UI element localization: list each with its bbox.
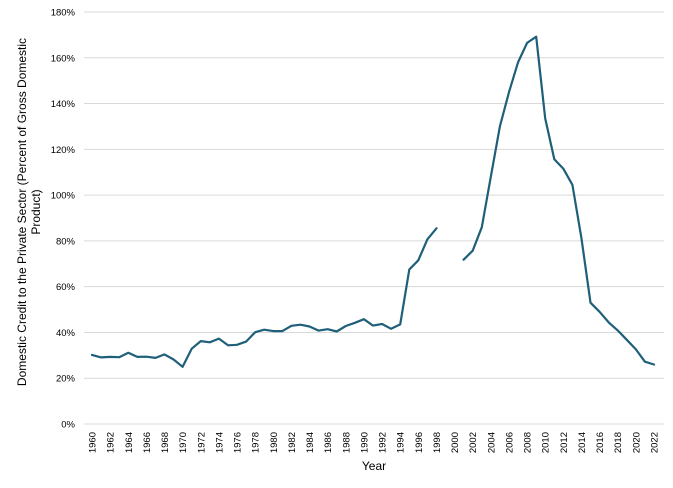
x-axis-ticks: 1960 1962 1964 1966 1968 1970 1972 1974 1976 1978… [88, 432, 661, 453]
x-tick-label: 2004 [486, 432, 497, 453]
x-tick-label: 1976 [233, 432, 244, 453]
series-line-segment [90, 227, 438, 368]
y-tick-label: 100% [51, 191, 76, 202]
y-tick-label: 160% [51, 53, 76, 64]
x-tick-label: 2002 [468, 432, 479, 453]
x-tick-label: 1986 [323, 432, 334, 453]
x-tick-label: 2014 [577, 432, 588, 453]
x-tick-label: 2022 [650, 432, 661, 453]
x-tick-label: 1996 [414, 432, 425, 453]
y-tick-label: 180% [51, 8, 76, 19]
x-tick-label: 1990 [359, 432, 370, 453]
y-tick-label: 40% [56, 328, 76, 339]
x-tick-label: 2006 [504, 432, 515, 453]
y-axis-label-line: Domestic Credit to the Private Sector (P… [15, 38, 29, 386]
x-tick-label: 1980 [269, 432, 280, 453]
x-tick-label: 1978 [251, 432, 262, 453]
x-tick-label: 2012 [559, 432, 570, 453]
x-tick-label: 2018 [613, 432, 624, 453]
x-tick-label: 1968 [160, 432, 171, 453]
y-tick-label: 140% [51, 99, 76, 110]
x-tick-label: 2016 [595, 432, 606, 453]
y-tick-label: 60% [56, 282, 76, 293]
x-tick-label: 1992 [378, 432, 389, 453]
y-axis-label: Domestic Credit to the Private Sector (P… [15, 38, 43, 386]
x-tick-label: 2010 [541, 432, 552, 453]
y-tick-label: 120% [51, 145, 76, 156]
x-tick-label: 1972 [196, 432, 207, 453]
x-tick-label: 1964 [124, 432, 135, 453]
x-tick-label: 1988 [341, 432, 352, 453]
y-tick-label: 80% [56, 236, 76, 247]
x-tick-label: 1960 [88, 432, 99, 453]
y-axis-label-line: Product) [29, 189, 43, 234]
x-tick-label: 1994 [396, 432, 407, 453]
x-tick-label: 2020 [631, 432, 642, 453]
y-tick-label: 0% [61, 420, 75, 431]
x-tick-label: 1970 [178, 432, 189, 453]
x-tick-label: 1982 [287, 432, 298, 453]
x-tick-label: 1974 [214, 432, 225, 453]
series-layer [90, 35, 656, 368]
x-tick-label: 1984 [305, 432, 316, 453]
x-tick-label: 1962 [106, 432, 117, 453]
x-tick-label: 1966 [142, 432, 153, 453]
y-axis-ticks: 0% 20% 40% 60% 80% 100% 120% 140% 160% 180% [51, 8, 76, 431]
x-tick-label: 1998 [432, 432, 443, 453]
x-axis-label: Year [362, 459, 386, 473]
x-tick-label: 2000 [450, 432, 461, 453]
gridlines [84, 11, 664, 425]
x-tick-label: 2008 [523, 432, 534, 453]
series-line-segment [462, 35, 656, 366]
y-tick-label: 20% [56, 374, 76, 385]
